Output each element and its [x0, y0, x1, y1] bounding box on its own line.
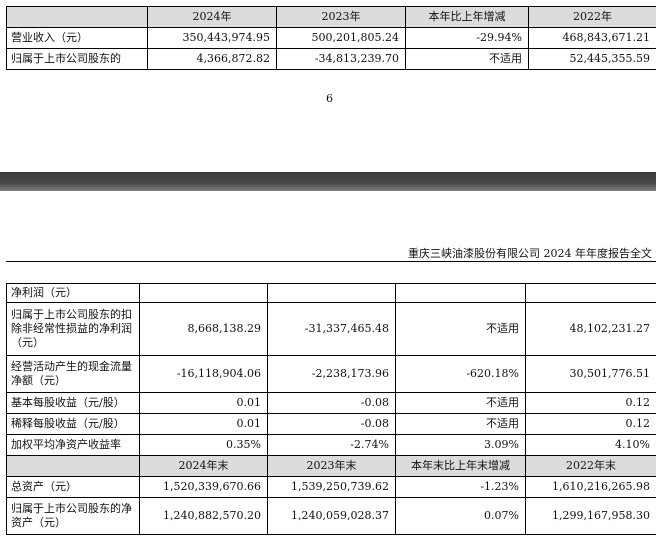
- header-cell: 2022年: [528, 6, 656, 28]
- row-label: 归属于上市公司股东的扣除非经常性损益的净利润（元）: [6, 302, 140, 356]
- section-label: 净利润（元）: [6, 283, 140, 303]
- cell-change: 0.07%: [395, 497, 526, 535]
- cell-2022: 468,843,671.21: [528, 27, 656, 49]
- table-row: 稀释每股收益（元/股） 0.01 -0.08 不适用 0.12: [6, 413, 656, 435]
- cell-2022: 48,102,231.27: [525, 302, 656, 356]
- cell-2024: 0.01: [139, 392, 268, 414]
- header-cell: [6, 6, 148, 28]
- cell-2023: -31,337,465.48: [267, 302, 396, 356]
- row-label: 归属于上市公司股东的净资产（元）: [6, 497, 140, 535]
- row-label: 基本每股收益（元/股）: [6, 392, 140, 414]
- row-label: 稀释每股收益（元/股）: [6, 413, 140, 435]
- table-row: 基本每股收益（元/股） 0.01 -0.08 不适用 0.12: [6, 392, 656, 414]
- table-row: 营业收入（元） 350,443,974.95 500,201,805.24 -2…: [6, 27, 656, 49]
- cell-change: -1.23%: [395, 476, 526, 498]
- table-row: 归属于上市公司股东的净资产（元） 1,240,882,570.20 1,240,…: [6, 497, 656, 535]
- cell-2023: 1,240,059,028.37: [267, 497, 396, 535]
- cell-2023: 1,539,250,739.62: [267, 476, 396, 498]
- cell-2024: -16,118,904.06: [139, 355, 268, 393]
- table-row: 归属于上市公司股东的 4,366,872.82 -34,813,239.70 不…: [6, 48, 656, 70]
- cell-change: 不适用: [395, 392, 526, 414]
- cell-change: 不适用: [395, 302, 526, 356]
- table-row: 净利润（元）: [6, 283, 656, 303]
- header-cell: 2022年末: [525, 455, 656, 477]
- cell-2024: 0.01: [139, 413, 268, 435]
- header-cell: 2023年末: [267, 455, 396, 477]
- row-label: 总资产（元）: [6, 476, 140, 498]
- cell-2023: -34,813,239.70: [276, 48, 406, 70]
- cell-2023: -2.74%: [267, 434, 396, 456]
- row-label: 营业收入（元）: [6, 27, 148, 49]
- cell-2022: 0.12: [525, 413, 656, 435]
- document-header: 重庆三峡油漆股份有限公司 2024 年年度报告全文: [408, 247, 652, 260]
- cell-2023: 500,201,805.24: [276, 27, 406, 49]
- cell-2022: 4.10%: [525, 434, 656, 456]
- cell-2022: 30,501,776.51: [525, 355, 656, 393]
- cell-2022: 1,299,167,958.30: [525, 497, 656, 535]
- header-cell: 2024年末: [139, 455, 268, 477]
- cell-2023: -2,238,173.96: [267, 355, 396, 393]
- cell-2022: 0.12: [525, 392, 656, 414]
- cell-2024: 1,240,882,570.20: [139, 497, 268, 535]
- cell-change: 不适用: [405, 48, 529, 70]
- header-cell: 本年比上年增减: [405, 6, 529, 28]
- cell-2022: 1,610,216,265.98: [525, 476, 656, 498]
- financial-table-main: 净利润（元） 归属于上市公司股东的扣除非经常性损益的净利润（元） 8,668,1…: [6, 283, 656, 535]
- table-header-row: 2024年末 2023年末 本年末比上年末增减 2022年末: [6, 455, 656, 477]
- cell-2023: -0.08: [267, 392, 396, 414]
- cell-2024: 0.35%: [139, 434, 268, 456]
- header-cell: 2024年: [147, 6, 277, 28]
- header-cell: [6, 455, 140, 477]
- table-row: 经营活动产生的现金流量净额（元） -16,118,904.06 -2,238,1…: [6, 355, 656, 393]
- cell-2024: 1,520,339,670.66: [139, 476, 268, 498]
- table-row: 总资产（元） 1,520,339,670.66 1,539,250,739.62…: [6, 476, 656, 498]
- page-number: 6: [326, 92, 333, 105]
- cell-change: 3.09%: [395, 434, 526, 456]
- table-row: 加权平均净资产收益率 0.35% -2.74% 3.09% 4.10%: [6, 434, 656, 456]
- financial-table-top: 2024年 2023年 本年比上年增减 2022年 营业收入（元） 350,44…: [6, 6, 656, 70]
- header-cell: 本年末比上年末增减: [395, 455, 526, 477]
- row-label: 经营活动产生的现金流量净额（元）: [6, 355, 140, 393]
- cell-change: -29.94%: [405, 27, 529, 49]
- cell-2023: -0.08: [267, 413, 396, 435]
- table-row: 归属于上市公司股东的扣除非经常性损益的净利润（元） 8,668,138.29 -…: [6, 302, 656, 356]
- page-gap: [0, 172, 656, 191]
- table-header-row: 2024年 2023年 本年比上年增减 2022年: [6, 6, 656, 28]
- row-label: 归属于上市公司股东的: [6, 48, 148, 70]
- cell-2024: 350,443,974.95: [147, 27, 277, 49]
- cell-change: 不适用: [395, 413, 526, 435]
- cell-2024: 8,668,138.29: [139, 302, 268, 356]
- header-cell: 2023年: [276, 6, 406, 28]
- cell-2022: 52,445,355.59: [528, 48, 656, 70]
- cell-change: -620.18%: [395, 355, 526, 393]
- header-rule: [6, 261, 656, 262]
- cell-2024: 4,366,872.82: [147, 48, 277, 70]
- row-label: 加权平均净资产收益率: [6, 434, 140, 456]
